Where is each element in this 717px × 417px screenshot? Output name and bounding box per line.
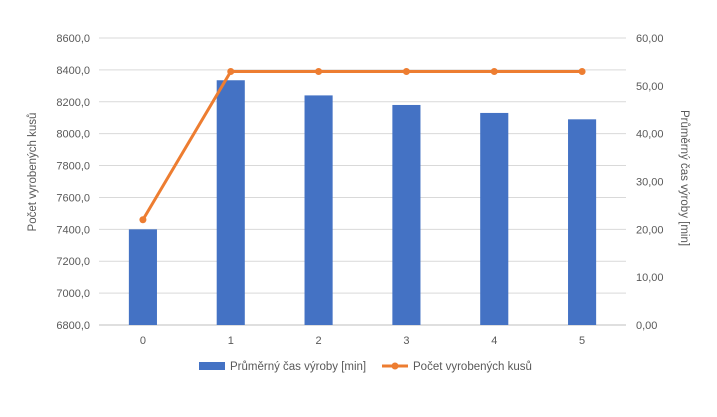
bar xyxy=(304,95,333,326)
y-tick-label: 8000,0 xyxy=(56,129,90,141)
x-tick-label: 0 xyxy=(140,335,146,347)
x-tick-label: 1 xyxy=(228,335,234,347)
y-tick-label: 7600,0 xyxy=(56,192,90,204)
x-tick-label: 5 xyxy=(579,335,585,347)
bar xyxy=(392,104,421,325)
y2-axis-ticks: 0,00 10,00 20,00 30,00 40,00 50,00 60,00 xyxy=(636,33,664,332)
y-tick-label: 6800,0 xyxy=(56,320,90,332)
line-point xyxy=(578,67,586,75)
y-tick-label: 8600,0 xyxy=(56,33,90,45)
x-axis-ticks: 0 1 2 3 4 5 xyxy=(140,335,585,347)
gridlines xyxy=(99,37,626,326)
line-point xyxy=(139,216,147,224)
legend-swatch-bar xyxy=(199,362,225,370)
y-tick-label: 8400,0 xyxy=(56,65,90,77)
line-point xyxy=(402,67,410,75)
x-tick-label: 3 xyxy=(403,335,409,347)
x-tick-label: 2 xyxy=(316,335,322,347)
bar-series xyxy=(128,80,597,326)
y-tick-label: 7800,0 xyxy=(56,161,90,173)
y-tick-label: 7000,0 xyxy=(56,288,90,300)
line-point xyxy=(490,67,498,75)
y2-tick-label: 30,00 xyxy=(636,177,664,189)
legend: Průměrný čas výroby [min] Počet vyrobený… xyxy=(199,361,532,373)
y-tick-label: 7200,0 xyxy=(56,256,90,268)
legend-swatch-marker xyxy=(391,362,399,370)
y2-tick-label: 50,00 xyxy=(636,81,664,93)
y-tick-label: 8200,0 xyxy=(56,97,90,109)
x-tick-label: 4 xyxy=(491,335,497,347)
line-point xyxy=(227,67,235,75)
y2-tick-label: 20,00 xyxy=(636,224,664,236)
y-axis-ticks: 6800,0 7000,0 7200,0 7400,0 7600,0 7800,0 8000… xyxy=(56,33,90,332)
series-line xyxy=(141,69,583,221)
y2-tick-label: 40,00 xyxy=(636,129,664,141)
bar xyxy=(568,119,597,325)
line-series xyxy=(139,67,586,224)
legend-label-line: Počet vyrobených kusů xyxy=(413,361,532,373)
bar xyxy=(480,112,509,325)
y2-tick-label: 10,00 xyxy=(636,272,664,284)
legend-label-bar: Průměrný čas výroby [min] xyxy=(230,361,366,373)
bar xyxy=(216,80,245,325)
y2-tick-label: 0,00 xyxy=(636,320,657,332)
y-tick-label: 7400,0 xyxy=(56,224,90,236)
line-point xyxy=(315,67,323,75)
y-axis-title: Počet vyrobených kusů xyxy=(27,113,39,232)
y2-axis-title: Průměrný čas výroby [min] xyxy=(678,110,690,246)
y2-tick-label: 60,00 xyxy=(636,33,664,45)
bar xyxy=(128,229,157,325)
